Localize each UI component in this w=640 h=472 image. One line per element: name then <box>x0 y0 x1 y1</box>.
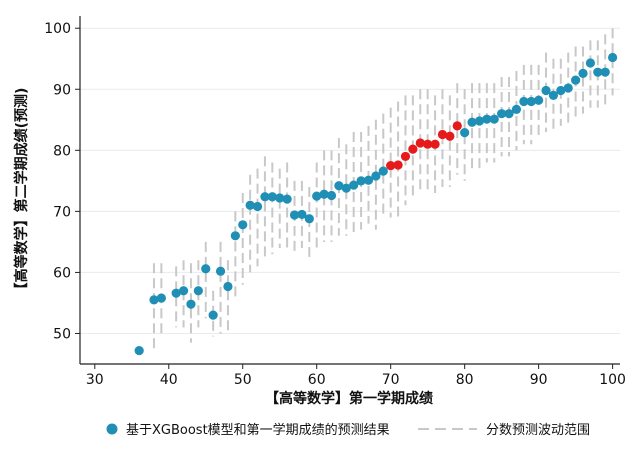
prediction-point <box>193 286 203 296</box>
prediction-point <box>275 193 285 203</box>
highlight-point <box>452 121 462 131</box>
prediction-points <box>134 52 618 356</box>
prediction-point <box>238 220 248 230</box>
y-tick-label: 50 <box>53 326 71 342</box>
prediction-point <box>474 116 485 126</box>
prediction-point <box>223 281 233 292</box>
prediction-point <box>134 345 144 356</box>
axes: 30 40 50 60 70 80 90 100 50 60 70 80 90 100 <box>44 16 626 388</box>
prediction-point <box>326 190 337 201</box>
prediction-point <box>578 68 588 78</box>
prediction-point <box>156 293 166 303</box>
x-tick-label: 50 <box>234 372 252 388</box>
prediction-point <box>349 180 359 190</box>
x-tick-label: 60 <box>308 372 326 388</box>
prediction-point <box>563 83 573 93</box>
prediction-point <box>534 95 544 105</box>
y-tick-label: 90 <box>53 82 71 98</box>
prediction-point <box>556 85 566 96</box>
y-axis-label: 【高等数学】第二学期成绩(预测) <box>13 88 30 297</box>
prediction-point <box>467 117 477 127</box>
prediction-point <box>511 104 522 115</box>
highlight-point <box>393 160 403 170</box>
x-tick-label: 40 <box>160 372 178 388</box>
prediction-point <box>289 210 300 220</box>
prediction-point <box>482 114 492 124</box>
prediction-point <box>201 264 211 274</box>
highlight-point <box>400 151 411 162</box>
highlight-point <box>430 139 440 149</box>
grid-lines <box>80 27 620 334</box>
prediction-point <box>149 295 159 305</box>
prediction-point <box>208 310 218 320</box>
prediction-point <box>230 231 240 241</box>
prediction-point <box>252 201 263 212</box>
prediction-point <box>297 209 307 220</box>
legend-label-prediction: 基于XGBoost模型和第一学期成绩的预测结果 <box>126 422 390 438</box>
x-tick-label: 70 <box>382 372 400 388</box>
prediction-point <box>460 128 470 138</box>
highlight-point <box>415 138 425 148</box>
x-tick-label: 80 <box>456 372 474 388</box>
prediction-point <box>312 191 322 201</box>
prediction-range-lines <box>152 28 614 349</box>
highlight-point <box>437 129 448 140</box>
prediction-point <box>319 189 329 199</box>
prediction-point <box>267 192 277 202</box>
prediction-point <box>178 286 189 296</box>
prediction-point <box>497 109 507 119</box>
prediction-point <box>282 194 292 204</box>
prediction-point <box>356 176 366 186</box>
prediction-point <box>519 96 529 107</box>
highlight-point <box>386 160 396 171</box>
prediction-point <box>371 171 381 181</box>
highlight-point <box>445 131 455 141</box>
prediction-point <box>489 114 499 124</box>
prediction-point <box>304 214 314 224</box>
y-tick-label: 80 <box>53 143 71 159</box>
prediction-point <box>541 85 551 96</box>
prediction-point <box>186 299 196 309</box>
prediction-point <box>215 266 226 276</box>
x-tick-label: 100 <box>599 372 626 388</box>
prediction-point <box>548 90 559 100</box>
prediction-point <box>585 58 596 68</box>
legend: 基于XGBoost模型和第一学期成绩的预测结果 分数预测波动范围 <box>106 422 590 438</box>
prediction-point <box>363 175 374 185</box>
prediction-point <box>378 166 388 176</box>
prediction-point <box>504 109 514 119</box>
highlight-point <box>408 144 418 154</box>
prediction-point <box>334 181 344 191</box>
x-tick-label: 30 <box>86 372 104 388</box>
prediction-point <box>526 96 536 107</box>
highlight-point <box>423 139 433 149</box>
x-axis-label: 【高等数学】第一学期成绩 <box>265 390 433 407</box>
prediction-point <box>608 52 618 63</box>
prediction-point <box>260 192 270 202</box>
x-tick-label: 90 <box>530 372 548 388</box>
prediction-point <box>600 67 610 77</box>
prediction-point <box>245 200 255 210</box>
legend-label-range: 分数预测波动范围 <box>486 423 590 438</box>
y-tick-label: 60 <box>53 265 71 281</box>
prediction-point <box>171 288 181 298</box>
legend-point-icon <box>106 423 118 435</box>
y-tick-label: 70 <box>53 204 71 220</box>
prediction-point <box>571 75 581 85</box>
y-tick-label: 100 <box>44 21 71 37</box>
prediction-point <box>341 183 351 193</box>
prediction-point <box>593 67 603 77</box>
